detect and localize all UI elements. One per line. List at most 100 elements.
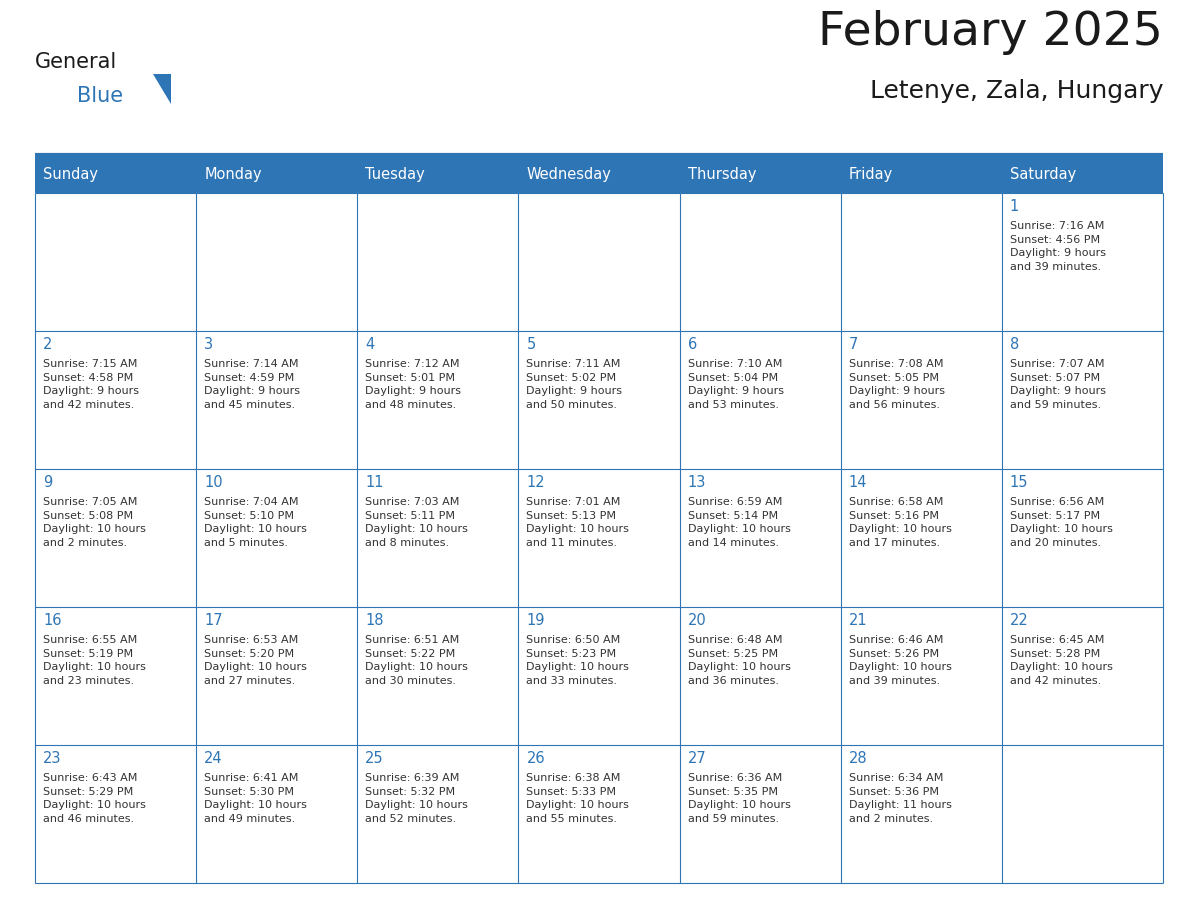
Text: Sunrise: 6:51 AM
Sunset: 5:22 PM
Daylight: 10 hours
and 30 minutes.: Sunrise: 6:51 AM Sunset: 5:22 PM Dayligh… [365, 635, 468, 686]
Text: Wednesday: Wednesday [526, 166, 612, 182]
Text: Sunrise: 7:07 AM
Sunset: 5:07 PM
Daylight: 9 hours
and 59 minutes.: Sunrise: 7:07 AM Sunset: 5:07 PM Dayligh… [1010, 359, 1106, 409]
Bar [680, 193, 841, 331]
Bar [196, 193, 358, 331]
Text: Sunrise: 7:08 AM
Sunset: 5:05 PM
Daylight: 9 hours
and 56 minutes.: Sunrise: 7:08 AM Sunset: 5:05 PM Dayligh… [848, 359, 944, 409]
Text: Sunrise: 7:11 AM
Sunset: 5:02 PM
Daylight: 9 hours
and 50 minutes.: Sunrise: 7:11 AM Sunset: 5:02 PM Dayligh… [526, 359, 623, 409]
Text: 6: 6 [688, 337, 697, 352]
Text: 10: 10 [204, 475, 223, 490]
Text: Sunrise: 6:59 AM
Sunset: 5:14 PM
Daylight: 10 hours
and 14 minutes.: Sunrise: 6:59 AM Sunset: 5:14 PM Dayligh… [688, 497, 790, 548]
Bar [841, 155, 1001, 193]
Text: 25: 25 [365, 751, 384, 766]
Text: 8: 8 [1010, 337, 1019, 352]
Bar [518, 745, 680, 883]
Text: 2: 2 [43, 337, 52, 352]
Bar [34, 607, 196, 745]
Bar [1001, 155, 1163, 193]
Text: Sunrise: 6:39 AM
Sunset: 5:32 PM
Daylight: 10 hours
and 52 minutes.: Sunrise: 6:39 AM Sunset: 5:32 PM Dayligh… [365, 773, 468, 823]
Text: 28: 28 [848, 751, 867, 766]
Text: Sunrise: 6:46 AM
Sunset: 5:26 PM
Daylight: 10 hours
and 39 minutes.: Sunrise: 6:46 AM Sunset: 5:26 PM Dayligh… [848, 635, 952, 686]
Text: 18: 18 [365, 613, 384, 628]
Text: Blue: Blue [77, 86, 124, 106]
Text: Sunrise: 6:38 AM
Sunset: 5:33 PM
Daylight: 10 hours
and 55 minutes.: Sunrise: 6:38 AM Sunset: 5:33 PM Dayligh… [526, 773, 630, 823]
Text: Sunrise: 7:01 AM
Sunset: 5:13 PM
Daylight: 10 hours
and 11 minutes.: Sunrise: 7:01 AM Sunset: 5:13 PM Dayligh… [526, 497, 630, 548]
Bar [518, 331, 680, 469]
Text: 23: 23 [43, 751, 62, 766]
Text: 17: 17 [204, 613, 223, 628]
Text: Tuesday: Tuesday [365, 166, 425, 182]
Bar [196, 469, 358, 607]
Bar [518, 193, 680, 331]
Text: 14: 14 [848, 475, 867, 490]
Bar [518, 155, 680, 193]
Text: 15: 15 [1010, 475, 1029, 490]
Text: 27: 27 [688, 751, 707, 766]
Bar [34, 331, 196, 469]
Bar [1001, 469, 1163, 607]
Text: Sunrise: 6:56 AM
Sunset: 5:17 PM
Daylight: 10 hours
and 20 minutes.: Sunrise: 6:56 AM Sunset: 5:17 PM Dayligh… [1010, 497, 1113, 548]
Text: 26: 26 [526, 751, 545, 766]
Text: Letenye, Zala, Hungary: Letenye, Zala, Hungary [870, 79, 1163, 103]
Bar [196, 155, 358, 193]
Bar [358, 155, 518, 193]
Text: Sunrise: 6:36 AM
Sunset: 5:35 PM
Daylight: 10 hours
and 59 minutes.: Sunrise: 6:36 AM Sunset: 5:35 PM Dayligh… [688, 773, 790, 823]
Text: Sunday: Sunday [43, 166, 97, 182]
Text: 7: 7 [848, 337, 858, 352]
Text: 21: 21 [848, 613, 867, 628]
Text: Sunrise: 6:41 AM
Sunset: 5:30 PM
Daylight: 10 hours
and 49 minutes.: Sunrise: 6:41 AM Sunset: 5:30 PM Dayligh… [204, 773, 307, 823]
Bar [1001, 745, 1163, 883]
Bar [680, 155, 841, 193]
Text: 16: 16 [43, 613, 62, 628]
Text: Sunrise: 7:03 AM
Sunset: 5:11 PM
Daylight: 10 hours
and 8 minutes.: Sunrise: 7:03 AM Sunset: 5:11 PM Dayligh… [365, 497, 468, 548]
Text: Friday: Friday [848, 166, 893, 182]
Bar [680, 331, 841, 469]
Text: 5: 5 [526, 337, 536, 352]
Bar [841, 469, 1001, 607]
Text: Thursday: Thursday [688, 166, 756, 182]
Polygon shape [153, 74, 171, 104]
Bar [358, 745, 518, 883]
Text: 11: 11 [365, 475, 384, 490]
Bar [34, 469, 196, 607]
Bar [841, 193, 1001, 331]
Bar [518, 607, 680, 745]
Text: 19: 19 [526, 613, 545, 628]
Text: 22: 22 [1010, 613, 1029, 628]
Text: Sunrise: 6:50 AM
Sunset: 5:23 PM
Daylight: 10 hours
and 33 minutes.: Sunrise: 6:50 AM Sunset: 5:23 PM Dayligh… [526, 635, 630, 686]
Text: Sunrise: 7:12 AM
Sunset: 5:01 PM
Daylight: 9 hours
and 48 minutes.: Sunrise: 7:12 AM Sunset: 5:01 PM Dayligh… [365, 359, 461, 409]
Bar [680, 745, 841, 883]
Text: Monday: Monday [204, 166, 261, 182]
Text: February 2025: February 2025 [819, 10, 1163, 55]
Bar [358, 331, 518, 469]
Text: Sunrise: 7:05 AM
Sunset: 5:08 PM
Daylight: 10 hours
and 2 minutes.: Sunrise: 7:05 AM Sunset: 5:08 PM Dayligh… [43, 497, 146, 548]
Bar [1001, 607, 1163, 745]
Bar [841, 745, 1001, 883]
Bar [34, 155, 196, 193]
Text: 9: 9 [43, 475, 52, 490]
Text: Sunrise: 6:48 AM
Sunset: 5:25 PM
Daylight: 10 hours
and 36 minutes.: Sunrise: 6:48 AM Sunset: 5:25 PM Dayligh… [688, 635, 790, 686]
Text: Sunrise: 7:15 AM
Sunset: 4:58 PM
Daylight: 9 hours
and 42 minutes.: Sunrise: 7:15 AM Sunset: 4:58 PM Dayligh… [43, 359, 139, 409]
Bar [1001, 331, 1163, 469]
Text: Sunrise: 7:14 AM
Sunset: 4:59 PM
Daylight: 9 hours
and 45 minutes.: Sunrise: 7:14 AM Sunset: 4:59 PM Dayligh… [204, 359, 301, 409]
Text: 1: 1 [1010, 199, 1019, 214]
Bar [196, 331, 358, 469]
Bar [841, 331, 1001, 469]
Text: 20: 20 [688, 613, 707, 628]
Text: Sunrise: 6:55 AM
Sunset: 5:19 PM
Daylight: 10 hours
and 23 minutes.: Sunrise: 6:55 AM Sunset: 5:19 PM Dayligh… [43, 635, 146, 686]
Text: Sunrise: 6:43 AM
Sunset: 5:29 PM
Daylight: 10 hours
and 46 minutes.: Sunrise: 6:43 AM Sunset: 5:29 PM Dayligh… [43, 773, 146, 823]
Bar [196, 745, 358, 883]
Text: 13: 13 [688, 475, 706, 490]
Bar [358, 193, 518, 331]
Bar [358, 469, 518, 607]
Text: 12: 12 [526, 475, 545, 490]
Text: 24: 24 [204, 751, 223, 766]
Text: Saturday: Saturday [1010, 166, 1076, 182]
Bar [34, 193, 196, 331]
Bar [680, 607, 841, 745]
Text: Sunrise: 7:10 AM
Sunset: 5:04 PM
Daylight: 9 hours
and 53 minutes.: Sunrise: 7:10 AM Sunset: 5:04 PM Dayligh… [688, 359, 784, 409]
Text: General: General [34, 52, 118, 72]
Bar [680, 469, 841, 607]
Bar [358, 607, 518, 745]
Text: Sunrise: 7:04 AM
Sunset: 5:10 PM
Daylight: 10 hours
and 5 minutes.: Sunrise: 7:04 AM Sunset: 5:10 PM Dayligh… [204, 497, 307, 548]
Text: 3: 3 [204, 337, 214, 352]
Text: Sunrise: 7:16 AM
Sunset: 4:56 PM
Daylight: 9 hours
and 39 minutes.: Sunrise: 7:16 AM Sunset: 4:56 PM Dayligh… [1010, 221, 1106, 272]
